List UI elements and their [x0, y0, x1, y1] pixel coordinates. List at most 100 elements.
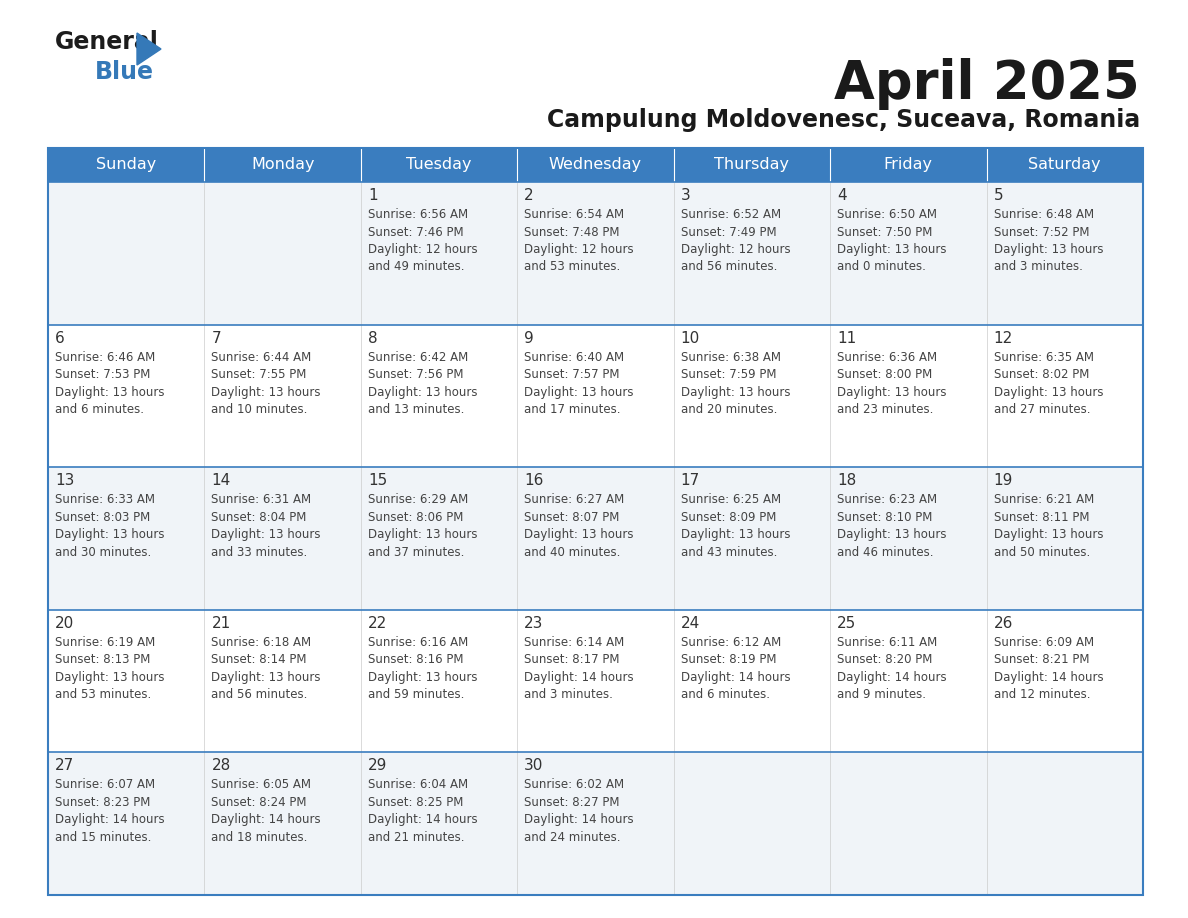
Text: and 37 minutes.: and 37 minutes. [368, 545, 465, 559]
Text: Sunset: 7:55 PM: Sunset: 7:55 PM [211, 368, 307, 381]
Bar [517, 610, 674, 753]
Text: and 3 minutes.: and 3 minutes. [524, 688, 613, 701]
Text: Daylight: 13 hours: Daylight: 13 hours [211, 671, 321, 684]
Text: 3: 3 [681, 188, 690, 203]
Bar [204, 467, 361, 610]
Text: Sunset: 8:07 PM: Sunset: 8:07 PM [524, 510, 620, 523]
Text: Sunrise: 6:18 AM: Sunrise: 6:18 AM [211, 636, 311, 649]
Text: Sunrise: 6:48 AM: Sunrise: 6:48 AM [993, 208, 1094, 221]
Text: Daylight: 13 hours: Daylight: 13 hours [55, 528, 164, 542]
Bar [361, 182, 517, 325]
Text: Wednesday: Wednesday [549, 158, 642, 173]
Text: and 0 minutes.: and 0 minutes. [838, 261, 925, 274]
Text: 16: 16 [524, 473, 544, 488]
Text: Sunset: 7:53 PM: Sunset: 7:53 PM [55, 368, 151, 381]
Text: Sunrise: 6:33 AM: Sunrise: 6:33 AM [55, 493, 154, 506]
Text: and 56 minutes.: and 56 minutes. [211, 688, 308, 701]
Text: and 24 minutes.: and 24 minutes. [524, 831, 621, 844]
Bar [986, 467, 1143, 610]
Text: Sunset: 7:48 PM: Sunset: 7:48 PM [524, 226, 620, 239]
Text: Sunrise: 6:12 AM: Sunrise: 6:12 AM [681, 636, 781, 649]
Text: Daylight: 12 hours: Daylight: 12 hours [368, 243, 478, 256]
Text: 29: 29 [368, 758, 387, 773]
Text: Saturday: Saturday [1029, 158, 1101, 173]
Text: Sunset: 8:11 PM: Sunset: 8:11 PM [993, 510, 1089, 523]
Bar [830, 325, 986, 467]
Text: Daylight: 13 hours: Daylight: 13 hours [838, 243, 947, 256]
Text: General: General [55, 30, 159, 54]
Text: Campulung Moldovenesc, Suceava, Romania: Campulung Moldovenesc, Suceava, Romania [546, 108, 1140, 132]
Bar [517, 467, 674, 610]
Text: Tuesday: Tuesday [406, 158, 472, 173]
Text: Sunset: 8:14 PM: Sunset: 8:14 PM [211, 654, 307, 666]
Text: Sunset: 8:19 PM: Sunset: 8:19 PM [681, 654, 776, 666]
Text: Sunset: 8:24 PM: Sunset: 8:24 PM [211, 796, 307, 809]
Text: Sunset: 7:56 PM: Sunset: 7:56 PM [368, 368, 463, 381]
Text: Daylight: 14 hours: Daylight: 14 hours [55, 813, 165, 826]
Bar [674, 610, 830, 753]
Text: Sunset: 8:03 PM: Sunset: 8:03 PM [55, 510, 150, 523]
Text: and 56 minutes.: and 56 minutes. [681, 261, 777, 274]
Bar [986, 182, 1143, 325]
Text: Sunrise: 6:23 AM: Sunrise: 6:23 AM [838, 493, 937, 506]
Text: Daylight: 13 hours: Daylight: 13 hours [211, 528, 321, 542]
Text: Daylight: 14 hours: Daylight: 14 hours [524, 671, 634, 684]
Text: Daylight: 13 hours: Daylight: 13 hours [368, 671, 478, 684]
Text: Blue: Blue [95, 60, 154, 84]
Text: Sunrise: 6:14 AM: Sunrise: 6:14 AM [524, 636, 625, 649]
Bar [361, 467, 517, 610]
Bar [674, 753, 830, 895]
Text: Sunset: 8:25 PM: Sunset: 8:25 PM [368, 796, 463, 809]
Text: and 15 minutes.: and 15 minutes. [55, 831, 151, 844]
Bar [517, 182, 674, 325]
Text: Sunrise: 6:42 AM: Sunrise: 6:42 AM [368, 351, 468, 364]
Bar [830, 182, 986, 325]
Text: Sunset: 8:10 PM: Sunset: 8:10 PM [838, 510, 933, 523]
Text: Thursday: Thursday [714, 158, 790, 173]
Text: Sunrise: 6:02 AM: Sunrise: 6:02 AM [524, 778, 625, 791]
Text: and 50 minutes.: and 50 minutes. [993, 545, 1089, 559]
Text: Daylight: 13 hours: Daylight: 13 hours [681, 528, 790, 542]
Text: and 6 minutes.: and 6 minutes. [681, 688, 770, 701]
Text: Daylight: 14 hours: Daylight: 14 hours [211, 813, 321, 826]
Text: Daylight: 13 hours: Daylight: 13 hours [838, 386, 947, 398]
Bar [48, 325, 204, 467]
Text: and 53 minutes.: and 53 minutes. [524, 261, 620, 274]
Bar [204, 182, 361, 325]
Text: Daylight: 13 hours: Daylight: 13 hours [681, 386, 790, 398]
Text: 10: 10 [681, 330, 700, 345]
Bar [986, 325, 1143, 467]
Text: Sunrise: 6:31 AM: Sunrise: 6:31 AM [211, 493, 311, 506]
Text: 19: 19 [993, 473, 1013, 488]
Text: Daylight: 13 hours: Daylight: 13 hours [55, 671, 164, 684]
Text: Daylight: 12 hours: Daylight: 12 hours [681, 243, 790, 256]
Bar [48, 182, 204, 325]
Text: Daylight: 14 hours: Daylight: 14 hours [368, 813, 478, 826]
Text: Sunset: 8:23 PM: Sunset: 8:23 PM [55, 796, 151, 809]
Bar [517, 325, 674, 467]
Text: 12: 12 [993, 330, 1013, 345]
Bar [674, 325, 830, 467]
Text: 24: 24 [681, 616, 700, 631]
Bar [204, 610, 361, 753]
Text: Sunset: 8:04 PM: Sunset: 8:04 PM [211, 510, 307, 523]
Bar [204, 753, 361, 895]
Text: Daylight: 13 hours: Daylight: 13 hours [524, 386, 633, 398]
Text: Sunrise: 6:29 AM: Sunrise: 6:29 AM [368, 493, 468, 506]
Text: 28: 28 [211, 758, 230, 773]
Text: 7: 7 [211, 330, 221, 345]
Text: and 43 minutes.: and 43 minutes. [681, 545, 777, 559]
Text: Sunrise: 6:52 AM: Sunrise: 6:52 AM [681, 208, 781, 221]
Text: Sunset: 8:20 PM: Sunset: 8:20 PM [838, 654, 933, 666]
Bar [48, 148, 1143, 895]
Bar [986, 610, 1143, 753]
Text: Sunday: Sunday [96, 158, 157, 173]
Text: Sunset: 8:06 PM: Sunset: 8:06 PM [368, 510, 463, 523]
Polygon shape [137, 33, 162, 65]
Text: 9: 9 [524, 330, 535, 345]
Text: 1: 1 [368, 188, 378, 203]
Text: Sunrise: 6:50 AM: Sunrise: 6:50 AM [838, 208, 937, 221]
Text: and 10 minutes.: and 10 minutes. [211, 403, 308, 416]
Text: 22: 22 [368, 616, 387, 631]
Text: and 59 minutes.: and 59 minutes. [368, 688, 465, 701]
